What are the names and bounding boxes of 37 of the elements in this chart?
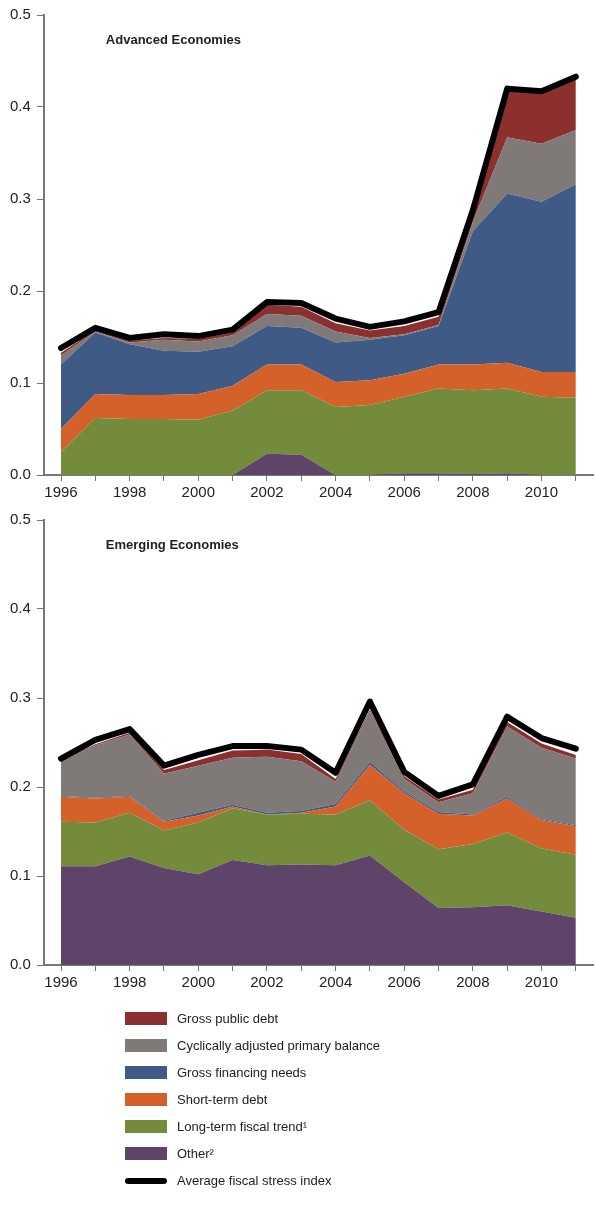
x-tick-label: 2004 bbox=[318, 973, 353, 991]
x-tick-label: 2000 bbox=[181, 483, 215, 501]
legend-label: Short-term debt bbox=[177, 1092, 268, 1107]
y-tick-label: 0.2 bbox=[9, 777, 31, 795]
x-tick-label: 2008 bbox=[456, 973, 490, 991]
y-tick-label: 0.5 bbox=[9, 510, 31, 528]
y-tick-label: 0.0 bbox=[9, 465, 31, 483]
x-tick-label: 2010 bbox=[524, 973, 559, 991]
text: Advanced Economies bbox=[105, 31, 241, 47]
text: Emerging Economies bbox=[105, 536, 239, 552]
y-tick-label: 0.3 bbox=[9, 688, 31, 706]
x-tick-label: 2002 bbox=[250, 483, 284, 501]
legend-label: Average fiscal stress index bbox=[177, 1173, 332, 1188]
x-tick-label: 1998 bbox=[112, 483, 147, 501]
x-tick-label: 2006 bbox=[387, 973, 421, 991]
x-tick-label: 2008 bbox=[456, 483, 490, 501]
legend-label: Long-term fiscal trend¹ bbox=[177, 1119, 308, 1134]
x-tick-label: 2004 bbox=[318, 483, 353, 501]
x-tick-label: 1996 bbox=[44, 483, 78, 501]
legend-label: Gross financing needs bbox=[177, 1065, 307, 1080]
y-tick-label: 0.5 bbox=[9, 5, 31, 23]
legend-label: Cyclically adjusted primary balance bbox=[177, 1038, 381, 1053]
y-tick-label: 0.3 bbox=[9, 189, 31, 207]
x-tick-label: 1996 bbox=[44, 973, 78, 991]
y-tick-label: 0.4 bbox=[9, 599, 31, 617]
y-tick-label: 0.1 bbox=[9, 373, 31, 391]
x-tick-label: 2000 bbox=[181, 973, 215, 991]
y-tick-label: 0.1 bbox=[9, 866, 31, 884]
x-tick-label: 1998 bbox=[112, 973, 147, 991]
y-tick-label: 0.4 bbox=[9, 97, 31, 115]
y-tick-label: 0.2 bbox=[9, 281, 31, 299]
legend-label: Other² bbox=[177, 1146, 214, 1161]
legend-label: Gross public debt bbox=[177, 1011, 279, 1026]
x-tick-label: 2006 bbox=[387, 483, 421, 501]
x-tick-label: 2002 bbox=[250, 973, 284, 991]
x-tick-label: 2010 bbox=[524, 483, 559, 501]
y-tick-label: 0.0 bbox=[9, 955, 31, 973]
